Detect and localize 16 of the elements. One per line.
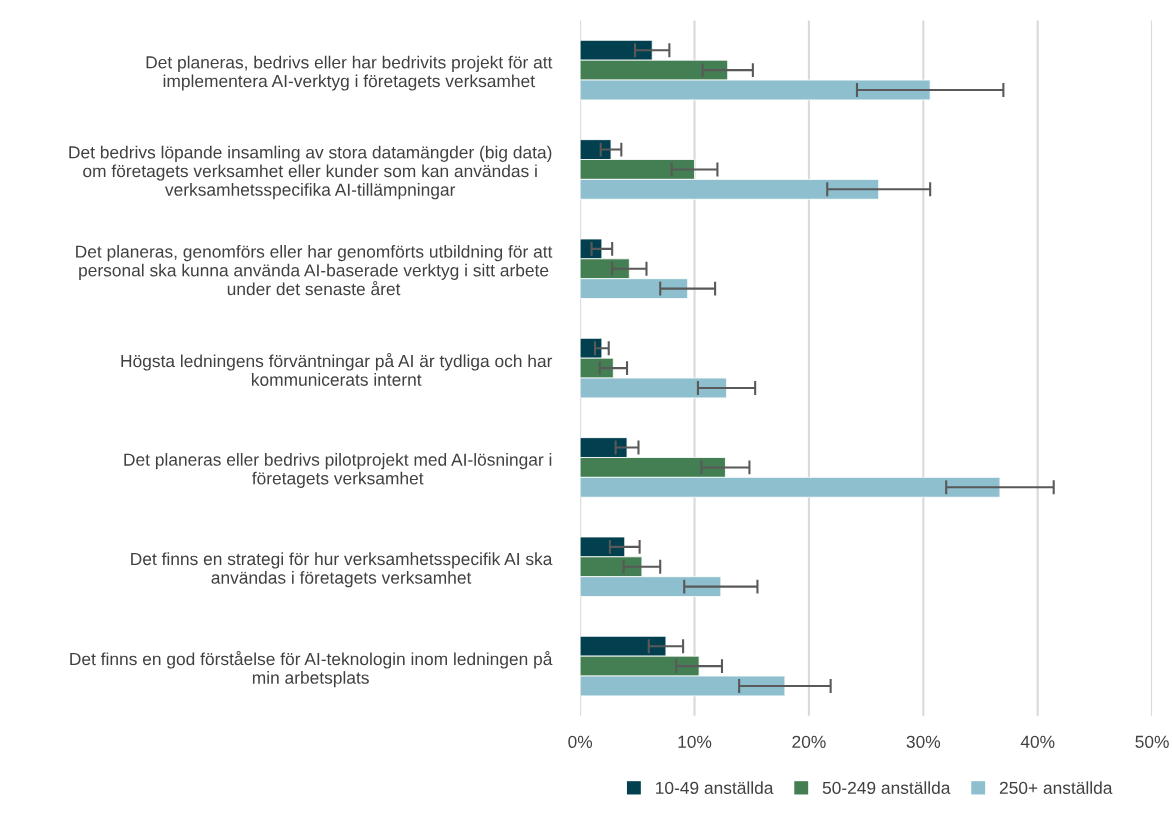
- y-tick-label: Högsta ledningens förväntningar på AI är tydliga och har kommunicerats internt: [121, 353, 553, 386]
- x-tick-label: 40%: [1020, 735, 1055, 748]
- legend-label: 250+ anställda: [999, 781, 1113, 795]
- y-tick-label: Det bedrivs löpande insamling av stora datamängder (big data) om företagets verksamhet eller kunder som kan användas i verksamhetsspecifika AI-tillämpningar: [69, 145, 552, 200]
- x-tick-label: 20%: [792, 735, 826, 748]
- y-tick-label: Det planeras eller bedrivs pilotprojekt med AI-lösningar i företagets verksamhet: [124, 453, 552, 488]
- legend-label: 50-249 anställda: [822, 781, 951, 795]
- x-tick-label: 0%: [568, 735, 593, 748]
- y-tick-label: Det finns en strategi för hur verksamhetsspecifik AI ska användas i företagets verksamhet: [131, 552, 553, 588]
- y-tick-label: Det planeras, genomförs eller har genomförts utbildning för att personal ska kunna använda AI-baserade verktyg i sitt arbete under det senaste året: [76, 245, 553, 296]
- x-tick-label: 10%: [678, 735, 712, 748]
- x-tick-label: 30%: [906, 735, 941, 748]
- y-tick-label: Det planeras, bedrivs eller har bedrivits projekt för att implementera AI-verktyg i företagets verksamhet: [146, 55, 553, 91]
- y-tick-label: Det finns en god förståelse för AI-teknologin inom ledningen på min arbetsplats: [70, 651, 553, 688]
- legend-label: 10-49 anställda: [656, 781, 774, 795]
- x-tick-label: 50%: [1135, 735, 1169, 748]
